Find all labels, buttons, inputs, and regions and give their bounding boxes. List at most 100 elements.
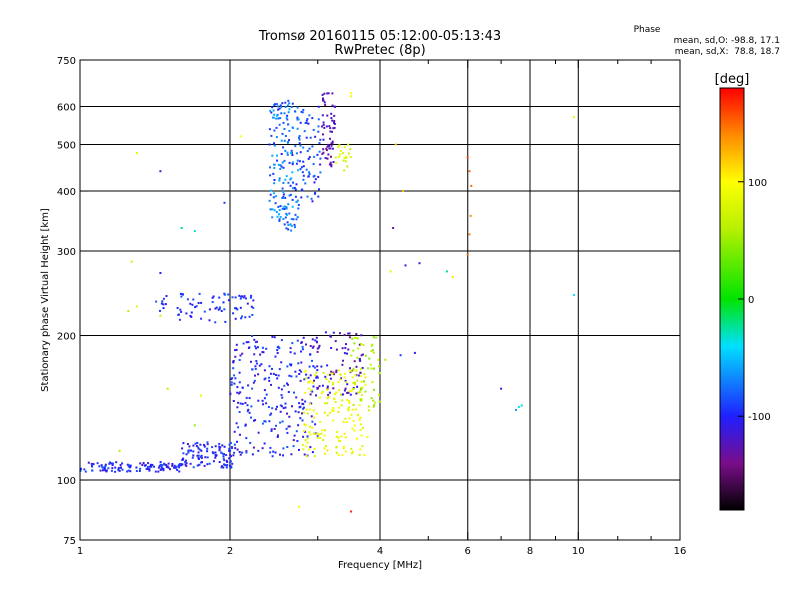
data-point	[271, 154, 274, 157]
data-point	[233, 430, 236, 433]
data-point	[358, 357, 361, 360]
data-point	[190, 311, 193, 314]
data-point	[157, 466, 160, 469]
data-point	[298, 136, 300, 139]
data-point	[335, 369, 338, 372]
data-point	[90, 462, 93, 465]
data-point	[278, 347, 281, 350]
data-point	[178, 470, 181, 473]
data-point	[355, 365, 358, 368]
data-point	[208, 308, 211, 311]
data-point	[297, 505, 300, 508]
data-point	[238, 392, 241, 395]
data-point	[293, 223, 296, 226]
data-point	[291, 342, 294, 345]
data-point	[280, 153, 283, 155]
data-point	[337, 439, 340, 442]
data-point	[306, 441, 309, 444]
data-point	[219, 446, 222, 449]
data-point	[157, 470, 160, 473]
data-point	[242, 342, 245, 345]
data-point	[238, 359, 241, 361]
data-point	[368, 357, 371, 360]
data-point	[284, 178, 287, 181]
data-point	[236, 448, 239, 451]
data-point	[118, 469, 121, 472]
data-point	[224, 320, 227, 323]
data-point	[343, 376, 346, 379]
data-point	[272, 109, 275, 112]
data-point	[285, 427, 288, 430]
data-point	[203, 464, 206, 467]
data-point	[310, 402, 313, 405]
data-point	[129, 466, 132, 469]
data-point	[360, 387, 363, 390]
data-point	[169, 468, 172, 471]
data-point	[291, 102, 294, 105]
data-point	[269, 451, 272, 454]
data-point	[335, 371, 338, 374]
data-point	[317, 175, 320, 178]
data-point	[288, 108, 291, 111]
data-point	[349, 393, 352, 396]
data-point	[185, 459, 187, 462]
data-point	[246, 404, 249, 407]
data-point	[278, 220, 281, 222]
data-point	[153, 465, 155, 468]
data-point	[352, 349, 355, 352]
data-point	[276, 105, 279, 108]
data-point	[185, 464, 188, 467]
data-point	[192, 466, 195, 469]
data-point	[334, 401, 337, 404]
data-point	[331, 104, 334, 107]
data-point	[317, 346, 320, 349]
data-point	[159, 463, 162, 466]
data-point	[468, 170, 471, 173]
data-point	[319, 157, 322, 160]
data-point	[352, 404, 355, 406]
data-point	[316, 350, 319, 353]
data-point	[278, 107, 281, 110]
data-point	[394, 143, 397, 146]
data-point	[294, 226, 296, 229]
data-point	[135, 305, 138, 308]
data-point	[355, 392, 358, 395]
data-point	[299, 151, 302, 154]
data-point	[229, 464, 231, 467]
data-point	[346, 391, 349, 394]
data-point	[247, 384, 250, 387]
data-point	[361, 353, 364, 356]
data-point	[341, 152, 344, 155]
data-point	[262, 351, 265, 354]
data-point	[186, 443, 189, 445]
data-point	[297, 362, 300, 365]
data-point	[357, 413, 359, 416]
data-point	[341, 454, 344, 457]
data-point	[370, 397, 373, 400]
data-point	[328, 145, 330, 147]
data-point	[235, 343, 238, 346]
data-point	[199, 455, 202, 458]
data-point	[245, 396, 248, 399]
data-point	[273, 192, 275, 195]
data-point	[129, 470, 132, 473]
data-point	[104, 465, 107, 468]
data-point	[282, 146, 285, 149]
data-point	[280, 361, 283, 364]
data-point	[360, 394, 363, 396]
data-point	[200, 461, 203, 464]
data-point	[103, 466, 106, 469]
data-point	[339, 393, 342, 396]
data-point	[229, 393, 232, 396]
data-point	[361, 367, 364, 369]
data-point	[314, 135, 317, 138]
data-point	[322, 121, 325, 124]
data-point	[233, 451, 236, 454]
data-point	[377, 358, 380, 361]
data-point	[350, 389, 353, 392]
data-point	[281, 187, 284, 190]
data-point	[189, 302, 192, 305]
data-point	[342, 359, 344, 362]
data-point	[348, 336, 351, 339]
data-point	[356, 337, 359, 340]
